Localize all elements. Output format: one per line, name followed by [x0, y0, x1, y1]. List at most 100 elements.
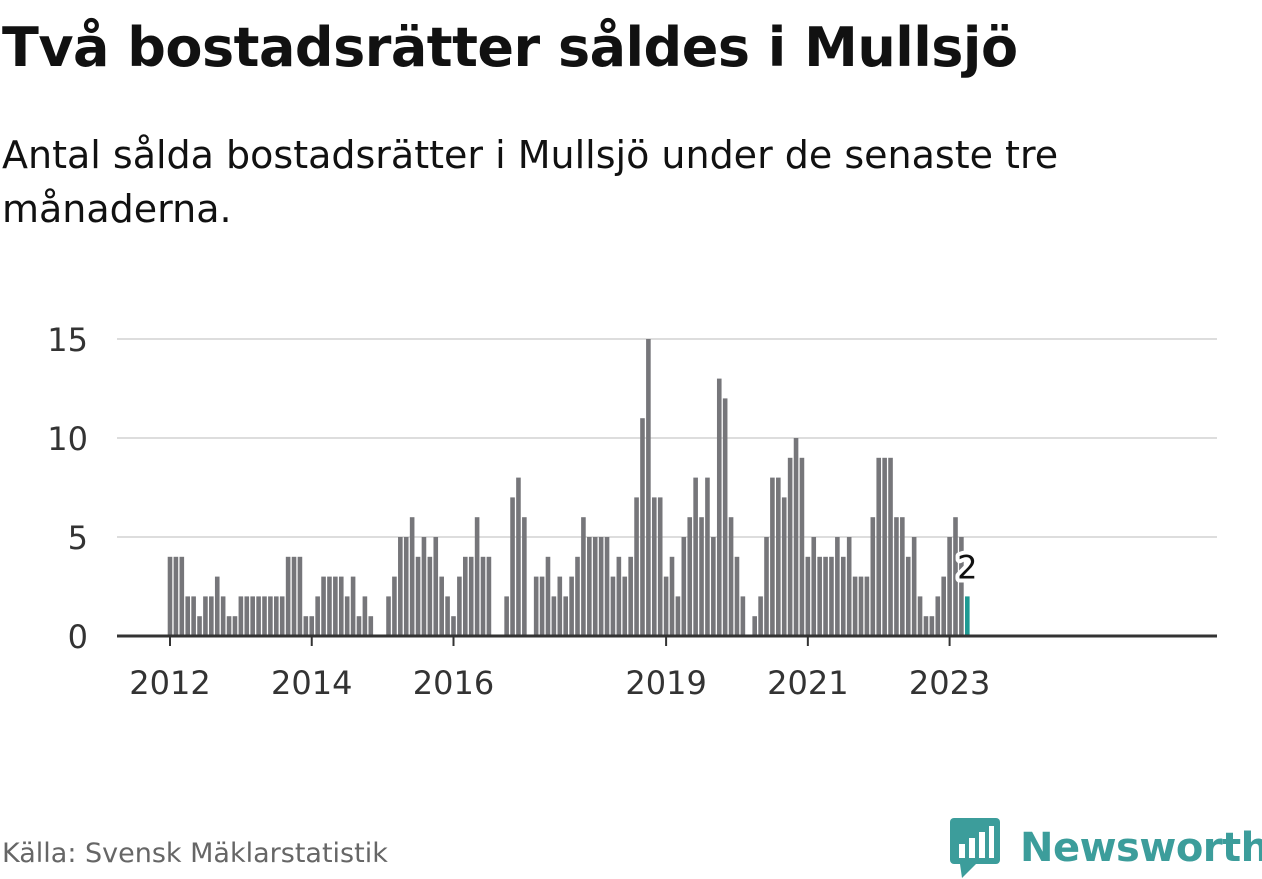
bar — [823, 556, 828, 636]
bar — [315, 596, 320, 636]
bar — [905, 556, 911, 636]
bar — [327, 576, 332, 636]
bar — [232, 616, 238, 636]
bar — [185, 596, 191, 636]
bar — [291, 556, 297, 636]
bar — [764, 537, 769, 636]
bar — [799, 457, 805, 636]
bar — [214, 576, 220, 636]
bar — [309, 616, 315, 636]
bar — [805, 556, 811, 636]
bar — [575, 556, 580, 636]
bar — [592, 537, 598, 636]
bar — [675, 596, 681, 636]
bar — [551, 596, 557, 636]
x-tick-label: 2016 — [413, 664, 494, 702]
bar — [628, 556, 633, 636]
bar — [350, 576, 356, 636]
bar — [439, 576, 444, 636]
bar — [852, 576, 858, 636]
bar — [911, 537, 917, 636]
bar — [167, 556, 173, 636]
bar — [368, 616, 374, 636]
bar — [191, 596, 196, 636]
bar — [817, 556, 822, 636]
bar — [545, 556, 551, 636]
bar — [846, 537, 852, 636]
bar — [770, 477, 775, 636]
bar — [959, 537, 964, 636]
bar — [474, 517, 480, 636]
bar — [687, 517, 693, 636]
bar — [362, 596, 368, 636]
bar — [681, 537, 687, 636]
bar — [457, 576, 462, 636]
bar — [433, 537, 439, 636]
bar — [787, 457, 793, 636]
bar — [716, 378, 722, 636]
bar — [711, 537, 716, 636]
y-tick-label: 5 — [68, 519, 88, 557]
bar — [604, 537, 610, 636]
bar — [598, 537, 604, 636]
bar — [610, 576, 616, 636]
bar — [776, 477, 781, 636]
bar — [811, 537, 817, 636]
bar — [303, 616, 309, 636]
bar — [935, 596, 941, 636]
bar — [392, 576, 397, 636]
bar — [646, 339, 651, 636]
bar — [356, 616, 362, 636]
bar — [929, 616, 935, 636]
bar — [870, 517, 876, 636]
x-tick-label: 2019 — [625, 664, 706, 702]
bar — [173, 556, 179, 636]
bar — [900, 517, 905, 636]
bar — [256, 596, 261, 636]
highlight-label: 2 — [957, 548, 977, 586]
bar — [669, 556, 675, 636]
bar — [398, 537, 403, 636]
bar — [876, 457, 882, 636]
bar — [758, 596, 763, 636]
bar — [445, 596, 450, 636]
bar — [504, 596, 509, 636]
bar — [953, 517, 958, 636]
bar — [722, 398, 728, 636]
bar — [693, 477, 698, 636]
chart-subtitle: Antal sålda bostadsrätter i Mullsjö unde… — [2, 133, 1059, 231]
bar — [569, 576, 574, 636]
bar — [451, 616, 456, 636]
bar — [539, 576, 545, 636]
bar — [285, 556, 291, 636]
bar — [581, 517, 586, 636]
bar — [220, 596, 226, 636]
bar — [274, 596, 279, 636]
bar — [480, 556, 486, 636]
y-tick-label: 15 — [47, 321, 88, 359]
bar — [333, 576, 338, 636]
source-note: Källa: Svensk Mäklarstatistik — [2, 838, 388, 869]
bar — [699, 517, 704, 636]
newsworthy-logo-icon — [950, 818, 1000, 878]
bar — [587, 537, 592, 636]
bar — [421, 537, 427, 636]
bar — [882, 457, 887, 636]
bar — [740, 596, 746, 636]
highlight-label-halo: 2 — [957, 548, 977, 586]
bar — [864, 576, 870, 636]
bar — [557, 576, 563, 636]
bar — [965, 596, 970, 636]
bar — [657, 497, 663, 636]
bar — [250, 596, 255, 636]
bar — [403, 537, 409, 636]
bar — [941, 576, 946, 636]
bar — [463, 556, 468, 636]
bar — [262, 596, 267, 636]
bar — [835, 537, 840, 636]
bar — [344, 596, 350, 636]
bar — [563, 596, 568, 636]
bar — [781, 497, 787, 636]
bar — [829, 556, 834, 636]
bar — [203, 596, 208, 636]
